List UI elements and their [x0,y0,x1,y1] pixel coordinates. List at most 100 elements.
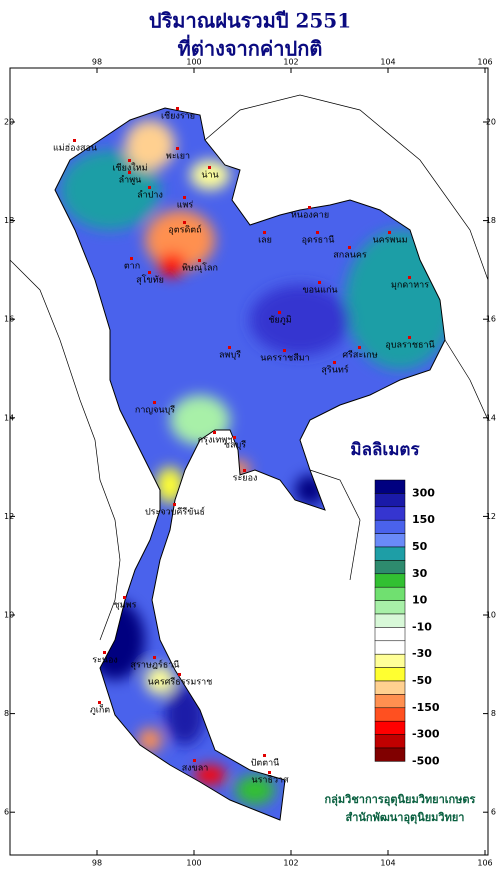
province-dot [208,166,211,169]
legend-label: -30 [412,647,432,660]
province-dot [176,107,179,110]
province-label: พะเยา [166,152,190,162]
province-label: ชัยภูมิ [268,315,291,326]
province-label: นครพนม [372,236,407,246]
province-dot [278,311,281,314]
province-label: น่าน [201,171,218,181]
province-label: ลำปาง [137,190,163,201]
province-dot [148,186,151,189]
legend-swatch [374,653,406,668]
x-tick-label: 100 [186,58,201,67]
province-label: สุรินทร์ [321,364,348,376]
province-dot [243,469,246,472]
legend-swatch [374,640,406,655]
legend-label: -10 [412,620,432,633]
legend-swatch [374,680,406,695]
y-tick-label: 12 [486,512,496,521]
province-label: หนองคาย [291,211,329,221]
province-label: เชียงราย [161,111,195,122]
y-tick-label: 8 [4,709,9,718]
legend-swatch [374,546,406,561]
title-line: ปริมาณฝนรวมปี 2551 [149,9,351,33]
province-label: ชลบุรี [224,440,246,451]
province-dot [123,596,126,599]
province-label: สุราษฎร์ธานี [131,659,180,671]
province-dot [183,221,186,224]
province-dot [358,346,361,349]
legend-swatch [374,586,406,601]
legend-label: 30 [412,567,428,580]
legend-swatch [374,707,406,722]
y-tick-label: 10 [486,611,496,620]
legend-swatch [374,627,406,642]
legend-swatch [374,613,406,628]
province-label: ศรีสะเกษ [342,350,377,361]
province-label: ระนอง [92,656,118,666]
province-dot [213,431,216,434]
credit: สำนักพัฒนาอุตุนิยมวิทยา [346,811,465,825]
credit: กลุ่มวิชาการอุตุนิยมวิทยาเกษตร [325,793,476,807]
legend-swatch [374,560,406,575]
province-dot [233,436,236,439]
x-tick-label: 102 [283,58,298,67]
legend-swatch [374,519,406,534]
province-dot [183,196,186,199]
province-label: ประจวบคีรีขันธ์ [145,506,205,518]
legend-label: -300 [412,728,440,741]
legend-label: 50 [412,540,428,553]
neighbor-borders [9,94,489,641]
province-label: ภูเก็ต [90,703,110,716]
province-dot [268,771,271,774]
legend-label: -50 [412,674,432,687]
y-tick-label: 20 [4,118,14,127]
y-tick-label: 20 [486,118,496,127]
province-label: เชียงใหม่ [112,163,147,174]
legend-swatch [374,734,406,749]
province-dot [263,754,266,757]
province-label: แพร่ [177,201,194,211]
province-label: ปัตตานี [251,758,280,769]
province-dot [153,401,156,404]
province-dot [130,257,133,260]
legend-swatch [374,573,406,588]
legend-label: -150 [412,701,440,714]
province-dot [388,231,391,234]
legend-label: 150 [412,513,435,526]
x-tick-label: 100 [186,859,201,868]
title-line: ที่ต่างจากค่าปกติ [178,34,323,61]
y-tick-label: 16 [4,315,14,324]
province-dot [408,276,411,279]
province-label: ลำพูน [119,175,142,186]
province-label: สงขลา [182,764,209,774]
x-tick-label: 106 [477,859,492,868]
province-label: ชุมพร [114,601,137,611]
province-dot [283,349,286,352]
province-label: นครราชสีมา [260,353,309,364]
province-label: พิษณุโลก [182,263,218,274]
y-tick-label: 6 [4,808,9,817]
province-dot [308,206,311,209]
province-dot [128,159,131,162]
x-tick-label: 98 [92,859,102,868]
province-dot [153,656,156,659]
legend-swatch [374,506,406,521]
province-label: นราธิวาส [251,775,289,786]
y-tick-label: 14 [486,413,496,422]
legend-swatch [374,747,406,762]
province-label: ลพบุรี [219,350,241,361]
province-label: ขอนแก่น [302,286,337,296]
province-dot [348,246,351,249]
province-dot [173,503,176,506]
province-label: ตาก [124,262,140,272]
province-dot [198,259,201,262]
province-dot [408,336,411,339]
province-label: สกลนคร [333,251,367,261]
province-dot [73,139,76,142]
province-label: แม่ฮ่องสอน [53,144,97,154]
legend-swatch [374,493,406,508]
y-tick-label: 16 [486,315,496,324]
province-label: อุตรดิตถ์ [168,224,201,236]
legend-label: -500 [412,754,440,767]
